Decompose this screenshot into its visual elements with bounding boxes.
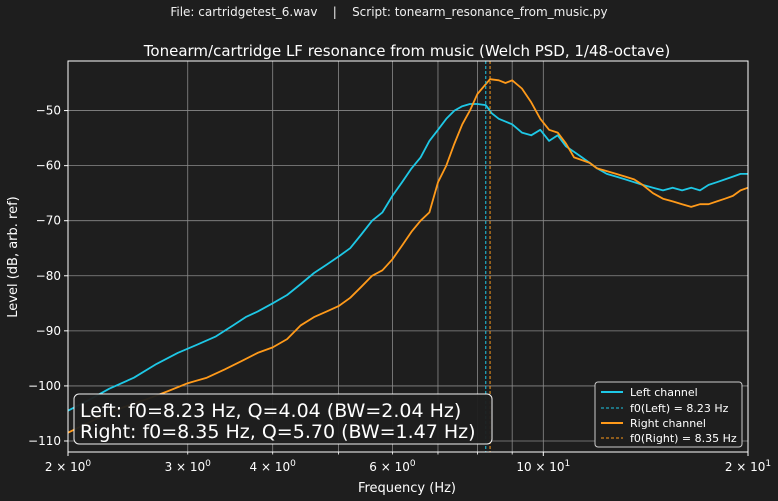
legend: Left channel f0(Left) = 8.23 Hz Right ch… [594, 381, 743, 448]
y-tick-label: −90 [36, 324, 61, 338]
y-tick-label: −80 [36, 269, 61, 283]
legend-frame [594, 381, 743, 448]
plot-frame [67, 60, 749, 453]
x-axis-ticks: 2 × 100 10 × 101 2 × 101 3 × 100 4 × 100 6 × … [45, 452, 771, 474]
x-tick-label: 2 × 101 [725, 459, 771, 474]
y-tick-label: −60 [36, 159, 61, 173]
y-tick-label: −70 [36, 214, 61, 228]
legend-label-right: Right channel [630, 417, 706, 430]
y-tick-label: −100 [28, 379, 61, 393]
x-tick-label: 6 × 100 [369, 459, 416, 474]
series-line-right [67, 78, 749, 434]
legend-label-f0-left: f0(Left) = 8.23 Hz [630, 402, 729, 415]
figure-suptitle: File: cartridgetest_6.wav | Script: tone… [170, 5, 608, 19]
annotation-line-left: Left: f0=8.23 Hz, Q=4.04 (BW=2.04 Hz) [80, 400, 461, 422]
series-lines [67, 78, 749, 434]
chart-title: Tonearm/cartridge LF resonance from musi… [143, 42, 670, 60]
x-tick-label: 4 × 100 [250, 459, 297, 474]
x-tick-label: 2 × 100 [45, 459, 92, 474]
annotation-line-right: Right: f0=8.35 Hz, Q=5.70 (BW=1.47 Hz) [80, 421, 476, 443]
legend-label-left: Left channel [630, 386, 698, 399]
annotation-box: Left: f0=8.23 Hz, Q=4.04 (BW=2.04 Hz) Ri… [73, 393, 493, 445]
series-line-left [67, 103, 748, 412]
y-tick-label: −110 [28, 434, 61, 448]
x-tick-label: 3 × 100 [165, 459, 212, 474]
y-axis-ticks: −110 −100 −90 −80 −70 −60 −50 [28, 104, 68, 448]
resonance-markers [485, 61, 491, 452]
x-axis-label: Frequency (Hz) [358, 481, 456, 496]
y-axis-label: Level (dB, arb. ref) [6, 196, 21, 318]
y-tick-label: −50 [36, 104, 61, 118]
legend-label-f0-right: f0(Right) = 8.35 Hz [630, 432, 737, 445]
x-tick-label: 10 × 101 [516, 459, 570, 474]
